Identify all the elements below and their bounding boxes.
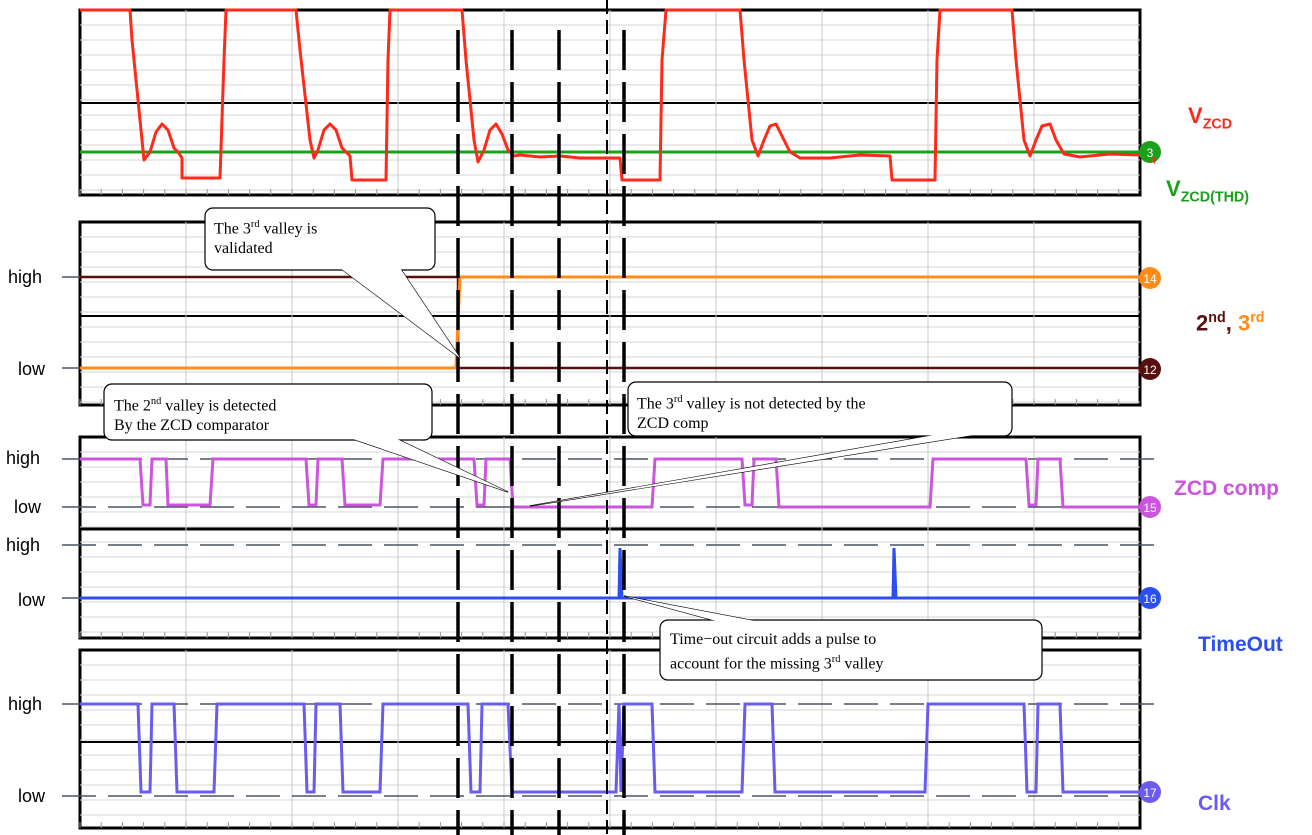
callout-validated-text: The 3rd valley is validated (214, 219, 318, 258)
callout-validated-seam (340, 268, 460, 358)
level-high-timeout: high (6, 535, 41, 555)
callout-validated-box (204, 207, 436, 271)
marker-12 (1139, 358, 1161, 380)
callout-timeout-box (659, 619, 1043, 681)
time-cursors (456, 0, 626, 835)
clk-trace (80, 702, 1140, 794)
valley-counter-label: 2nd, 3rd (1196, 310, 1265, 336)
level-high-counter: high (8, 267, 43, 287)
vzcd-trace (80, 8, 1141, 182)
level-low-clk: low (18, 786, 46, 806)
callout-detected-seam (350, 438, 508, 492)
marker-3 (1139, 141, 1161, 163)
callout-detected-text: The 2nd valley is detected By the ZCD co… (114, 396, 277, 435)
level-low-timeout: low (18, 590, 46, 610)
callout-detected-box (103, 383, 433, 441)
level-reference-lines (62, 276, 1165, 797)
zcd-comp-label: ZCD comp (1174, 477, 1279, 500)
callout-not-detected-seam (530, 434, 980, 506)
timeout-label: TimeOut (1198, 633, 1283, 656)
callout-timeout-text: Time−out circuit adds a pulse to account… (670, 631, 884, 673)
marker-4-label: 4 (1150, 155, 1156, 167)
level-high-zcd: high (6, 448, 41, 468)
marker-17 (1139, 781, 1161, 803)
marker-14-label: 14 (1143, 272, 1157, 286)
marker-15 (1139, 496, 1161, 518)
marker-14 (1139, 267, 1161, 289)
marker-16 (1139, 587, 1161, 609)
channel-markers: 3 14 12 15 16 17 4 (1139, 141, 1161, 803)
callout-not-detected-box (627, 381, 1013, 437)
marker-3-label: 3 (1147, 146, 1154, 160)
timeout-trace (80, 547, 1140, 600)
clk-label: Clk (1198, 792, 1231, 815)
callout-timeout-seam (624, 596, 760, 622)
level-high-clk: high (8, 694, 43, 714)
callout-not-detected-text: The 3rd valley is not detected by the ZC… (637, 394, 866, 433)
marker-16-label: 16 (1143, 592, 1157, 606)
level-low-zcd: low (14, 497, 42, 517)
marker-12-label: 12 (1143, 363, 1157, 377)
vzcd-label: VZCD (1188, 103, 1233, 133)
marker-17-label: 17 (1143, 786, 1157, 800)
vzcd-threshold-label: VZCD(THD) (1166, 176, 1249, 206)
marker-15-label: 15 (1143, 501, 1157, 515)
grid-lines (79, 10, 1140, 828)
callouts (103, 207, 1043, 681)
level-low-counter: low (18, 359, 46, 379)
